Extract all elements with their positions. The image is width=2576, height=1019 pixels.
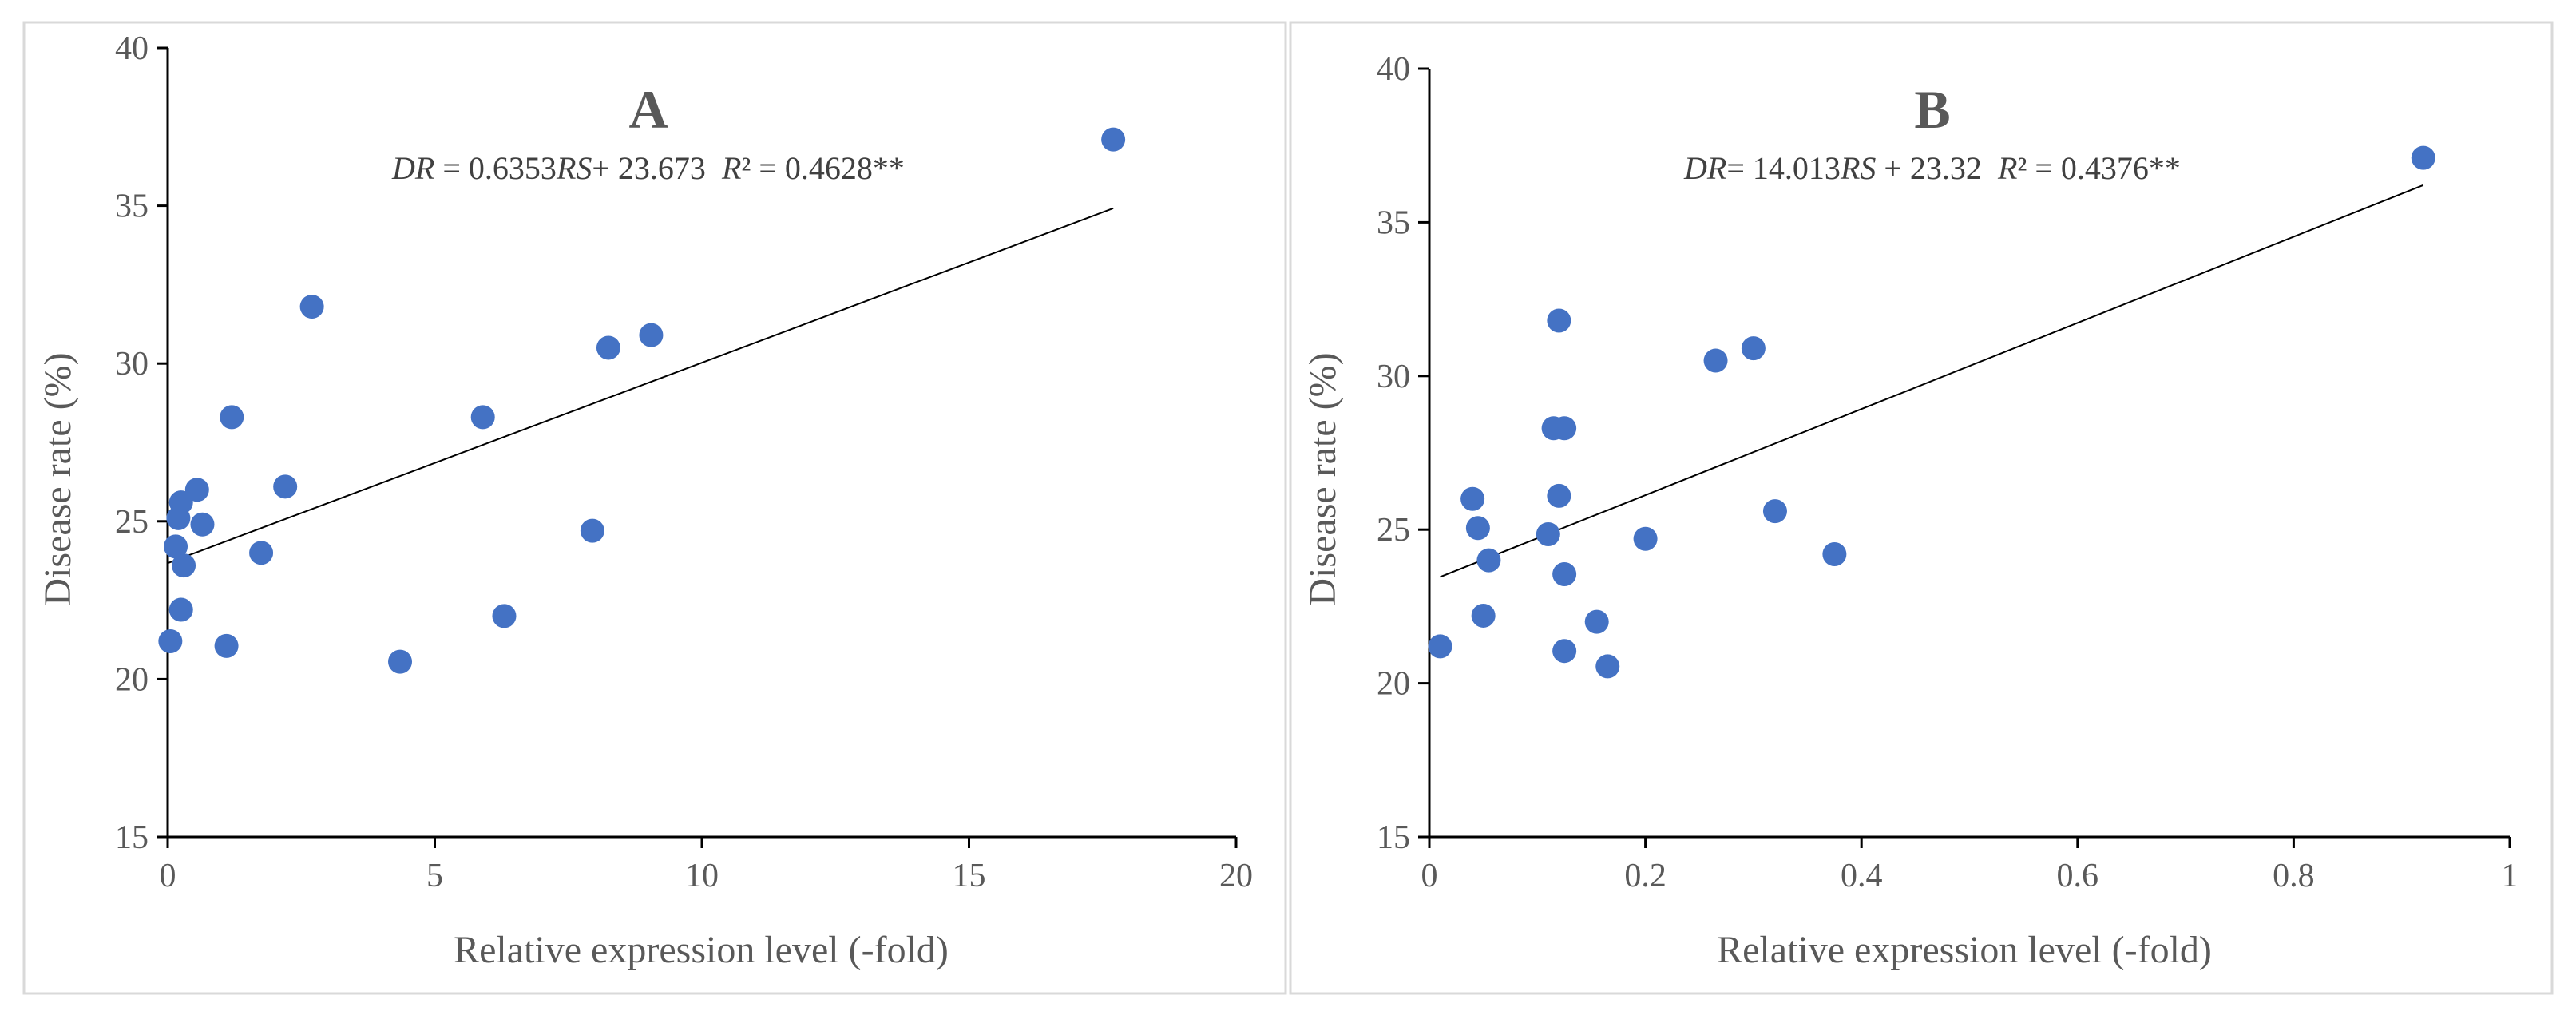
chart-a-data-point <box>249 541 274 565</box>
chart-a-x-tick-label: 20 <box>1219 858 1253 894</box>
chart-a-eq-part2: + 23.673 <box>592 150 722 186</box>
chart-b-data-point <box>1552 561 1577 586</box>
chart-a-eq-rs: RS <box>556 150 592 186</box>
chart-a-title: A <box>628 79 668 140</box>
chart-b-data-point <box>1584 609 1609 634</box>
chart-b-eq-part3: ² = 0.4376** <box>2017 150 2181 186</box>
chart-a-eq-part3: ² = 0.4628** <box>741 150 905 186</box>
chart-a-data-point <box>214 633 239 658</box>
chart-a-x-tick-label: 10 <box>685 858 719 894</box>
chart-b-data-point <box>1762 499 1787 524</box>
chart-a-data-point <box>220 405 244 430</box>
chart-b-x-tick-label: 0.2 <box>1624 858 1666 894</box>
chart-a-data-point <box>470 405 495 430</box>
chart-a-eq-dr: DR <box>391 150 434 186</box>
chart-a-x-tick-label: 5 <box>426 858 443 894</box>
chart-b-y-axis-label: Disease rate (%) <box>1302 352 1344 605</box>
chart-a-plot-area: 15 20 25 30 35 40 0 5 10 15 20 <box>115 30 1253 894</box>
chart-b-x-tick-label: 0 <box>1421 858 1438 894</box>
chart-a-y-tick-label: 35 <box>115 188 149 225</box>
chart-a-data-point <box>1101 127 1126 152</box>
chart-b-eq-r2: R <box>1997 150 2017 186</box>
chart-a-x-tick-label: 0 <box>160 858 176 894</box>
panel-a-border <box>22 21 1287 995</box>
chart-b-x-tick-label: 1 <box>2502 858 2519 894</box>
chart-b-data-point <box>1465 516 1490 541</box>
chart-panel-b: B DR= 14.013RS + 23.32 R² = 0.4376** Dis… <box>1289 21 2554 995</box>
chart-b-data-point <box>1536 521 1560 546</box>
chart-a-x-tick-label: 15 <box>953 858 986 894</box>
chart-a-data-point <box>388 649 413 674</box>
chart-b-data-point <box>1476 548 1501 573</box>
chart-a-data-point <box>299 295 324 319</box>
chart-b-eq-dr: DR <box>1683 150 1726 186</box>
chart-b-y-tick-label: 15 <box>1377 819 1410 856</box>
chart-b-data-point <box>1428 634 1452 659</box>
chart-a-data-point <box>580 518 604 543</box>
chart-b-y-tick-label: 30 <box>1377 359 1410 395</box>
chart-a-y-tick-label: 30 <box>115 346 149 383</box>
chart-b-data-point <box>1633 526 1658 551</box>
chart-a-data-point <box>158 628 183 653</box>
chart-b-data-point <box>1547 308 1571 333</box>
chart-b-eq-rs: RS <box>1840 150 1876 186</box>
chart-b-x-tick-label: 0.8 <box>2273 858 2315 894</box>
chart-b-y-tick-label: 40 <box>1377 51 1410 88</box>
chart-b-trendline <box>1440 184 2424 578</box>
chart-b-eq-part2: + 23.32 <box>1876 150 1998 186</box>
chart-b-data-point <box>1552 416 1577 441</box>
chart-b-x-tick-label: 0.4 <box>1841 858 1883 894</box>
chart-b-data-point <box>1822 541 1847 566</box>
chart-a-data-point <box>172 553 196 578</box>
chart-b-data-point <box>1552 639 1577 664</box>
chart-panel-a: A DR = 0.6353RS+ 23.673 R² = 0.4628** Di… <box>22 21 1287 995</box>
chart-a-y-tick-label: 20 <box>115 661 149 698</box>
chart-b-y-tick-label: 25 <box>1377 512 1410 549</box>
chart-a-y-axis-label: Disease rate (%) <box>37 352 79 605</box>
chart-b-data-point <box>2411 145 2435 170</box>
chart-a-data-point <box>492 604 517 628</box>
chart-b-data-point <box>1741 336 1766 361</box>
chart-a-y-tick-label: 25 <box>115 504 149 541</box>
chart-a-data-point <box>184 478 209 502</box>
chart-b-eq-part1: = 14.013 <box>1726 150 1841 186</box>
chart-b-y-tick-label: 20 <box>1377 666 1410 703</box>
chart-b-data-point <box>1703 348 1728 373</box>
chart-b-data-point <box>1595 654 1620 679</box>
chart-a-data-point <box>596 335 620 360</box>
chart-a-data-point <box>166 506 191 530</box>
chart-a-y-tick-label: 40 <box>115 30 149 67</box>
chart-b-y-tick-label: 35 <box>1377 204 1410 241</box>
chart-a-eq-r2: R <box>721 150 741 186</box>
chart-b-x-axis-label: Relative expression level (-fold) <box>1717 929 2212 971</box>
chart-a-data-point <box>168 597 193 622</box>
panel-b-border <box>1289 21 2554 995</box>
chart-b-x-tick-label: 0.6 <box>2057 858 2099 894</box>
chart-b-data-point <box>1547 483 1571 508</box>
chart-a-data-point <box>190 512 215 537</box>
chart-a-trendline <box>167 207 1114 565</box>
chart-b-equation: DR= 14.013RS + 23.32 R² = 0.4376** <box>1683 150 2181 186</box>
chart-b-data-point <box>1460 486 1485 511</box>
chart-b-data-point <box>1471 603 1496 628</box>
chart-a-eq-part1: = 0.6353 <box>434 150 557 186</box>
chart-a-equation: DR = 0.6353RS+ 23.673 R² = 0.4628** <box>391 150 905 186</box>
chart-a-y-tick-label: 15 <box>115 819 149 856</box>
chart-b-plot-area: 15 20 25 30 35 40 0 0.2 0.4 0.6 0.8 1 <box>1377 51 2519 894</box>
chart-a-x-axis-label: Relative expression level (-fold) <box>454 929 949 971</box>
chart-a-data-point <box>164 534 188 559</box>
chart-a-data-point <box>273 474 298 499</box>
chart-b-title: B <box>1914 79 1950 140</box>
chart-a-data-point <box>639 323 664 347</box>
